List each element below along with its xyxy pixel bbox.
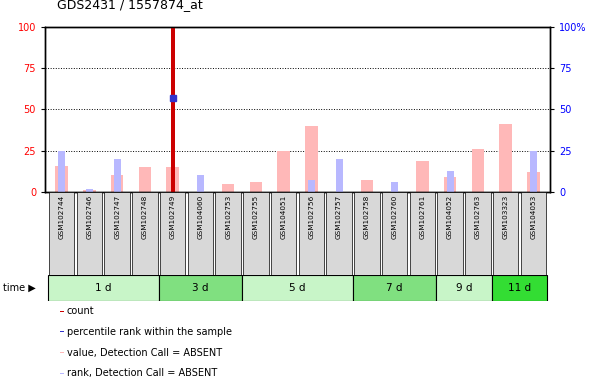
Text: GSM104053: GSM104053	[530, 194, 536, 239]
Text: count: count	[67, 306, 94, 316]
Bar	[60, 311, 64, 312]
Text: GSM102749: GSM102749	[169, 194, 175, 239]
Bar	[353, 275, 436, 301]
Bar	[60, 352, 64, 353]
Text: 5 d: 5 d	[289, 283, 306, 293]
Bar	[308, 180, 315, 192]
Bar	[438, 192, 463, 275]
Text: 9 d: 9 d	[456, 283, 472, 293]
Text: GSM104051: GSM104051	[281, 194, 287, 239]
Text: GSM102761: GSM102761	[419, 194, 426, 239]
Bar	[132, 192, 157, 275]
Bar	[60, 331, 64, 333]
Text: GSM102755: GSM102755	[253, 194, 259, 239]
Text: GSM102758: GSM102758	[364, 194, 370, 239]
Bar	[436, 275, 492, 301]
Text: GSM102747: GSM102747	[114, 194, 120, 239]
Bar	[55, 166, 68, 192]
Bar	[105, 192, 130, 275]
Bar	[77, 192, 102, 275]
Bar	[159, 275, 242, 301]
Bar	[60, 373, 64, 374]
Bar	[222, 184, 234, 192]
Bar	[58, 151, 65, 192]
Text: GSM104052: GSM104052	[447, 194, 453, 239]
Text: GDS2431 / 1557874_at: GDS2431 / 1557874_at	[57, 0, 203, 12]
Text: 3 d: 3 d	[192, 283, 209, 293]
Bar	[354, 192, 380, 275]
Bar	[278, 151, 290, 192]
Text: 7 d: 7 d	[386, 283, 403, 293]
Text: GSM102757: GSM102757	[336, 194, 342, 239]
Bar	[361, 180, 373, 192]
Bar	[166, 167, 179, 192]
Bar	[499, 124, 512, 192]
Bar	[111, 175, 123, 192]
Text: GSM102756: GSM102756	[308, 194, 314, 239]
Bar	[391, 182, 398, 192]
Bar	[83, 190, 96, 192]
Bar	[335, 159, 343, 192]
Text: time ▶: time ▶	[3, 283, 35, 293]
Bar	[527, 172, 540, 192]
Bar	[160, 192, 186, 275]
Text: GSM104060: GSM104060	[197, 194, 203, 239]
Text: GSM103323: GSM103323	[502, 194, 508, 239]
Bar	[271, 192, 296, 275]
Bar	[472, 149, 484, 192]
Text: GSM102746: GSM102746	[87, 194, 93, 239]
Text: value, Detection Call = ABSENT: value, Detection Call = ABSENT	[67, 348, 222, 358]
Text: GSM102744: GSM102744	[59, 194, 65, 239]
Bar	[188, 192, 213, 275]
Bar	[243, 192, 269, 275]
Text: percentile rank within the sample: percentile rank within the sample	[67, 327, 232, 337]
Bar	[242, 275, 353, 301]
Bar	[492, 275, 547, 301]
Bar	[447, 170, 454, 192]
Bar	[416, 161, 429, 192]
Bar	[530, 151, 537, 192]
Bar	[49, 192, 75, 275]
Text: 1 d: 1 d	[95, 283, 112, 293]
Text: GSM102760: GSM102760	[392, 194, 398, 239]
Text: 11 d: 11 d	[508, 283, 531, 293]
Text: rank, Detection Call = ABSENT: rank, Detection Call = ABSENT	[67, 368, 217, 378]
Bar	[48, 275, 159, 301]
Bar	[139, 167, 151, 192]
Text: GSM102753: GSM102753	[225, 194, 231, 239]
Bar	[299, 192, 324, 275]
Bar	[465, 192, 490, 275]
Bar	[493, 192, 518, 275]
Bar	[86, 189, 93, 192]
Bar	[520, 192, 546, 275]
Text: GSM102748: GSM102748	[142, 194, 148, 239]
Bar	[197, 175, 204, 192]
Bar	[215, 192, 241, 275]
Bar	[305, 126, 317, 192]
Bar	[326, 192, 352, 275]
Bar	[409, 192, 435, 275]
Bar	[114, 159, 121, 192]
Text: GSM102763: GSM102763	[475, 194, 481, 239]
Bar	[249, 182, 262, 192]
Bar	[382, 192, 407, 275]
Bar	[171, 27, 175, 192]
Bar	[444, 177, 456, 192]
